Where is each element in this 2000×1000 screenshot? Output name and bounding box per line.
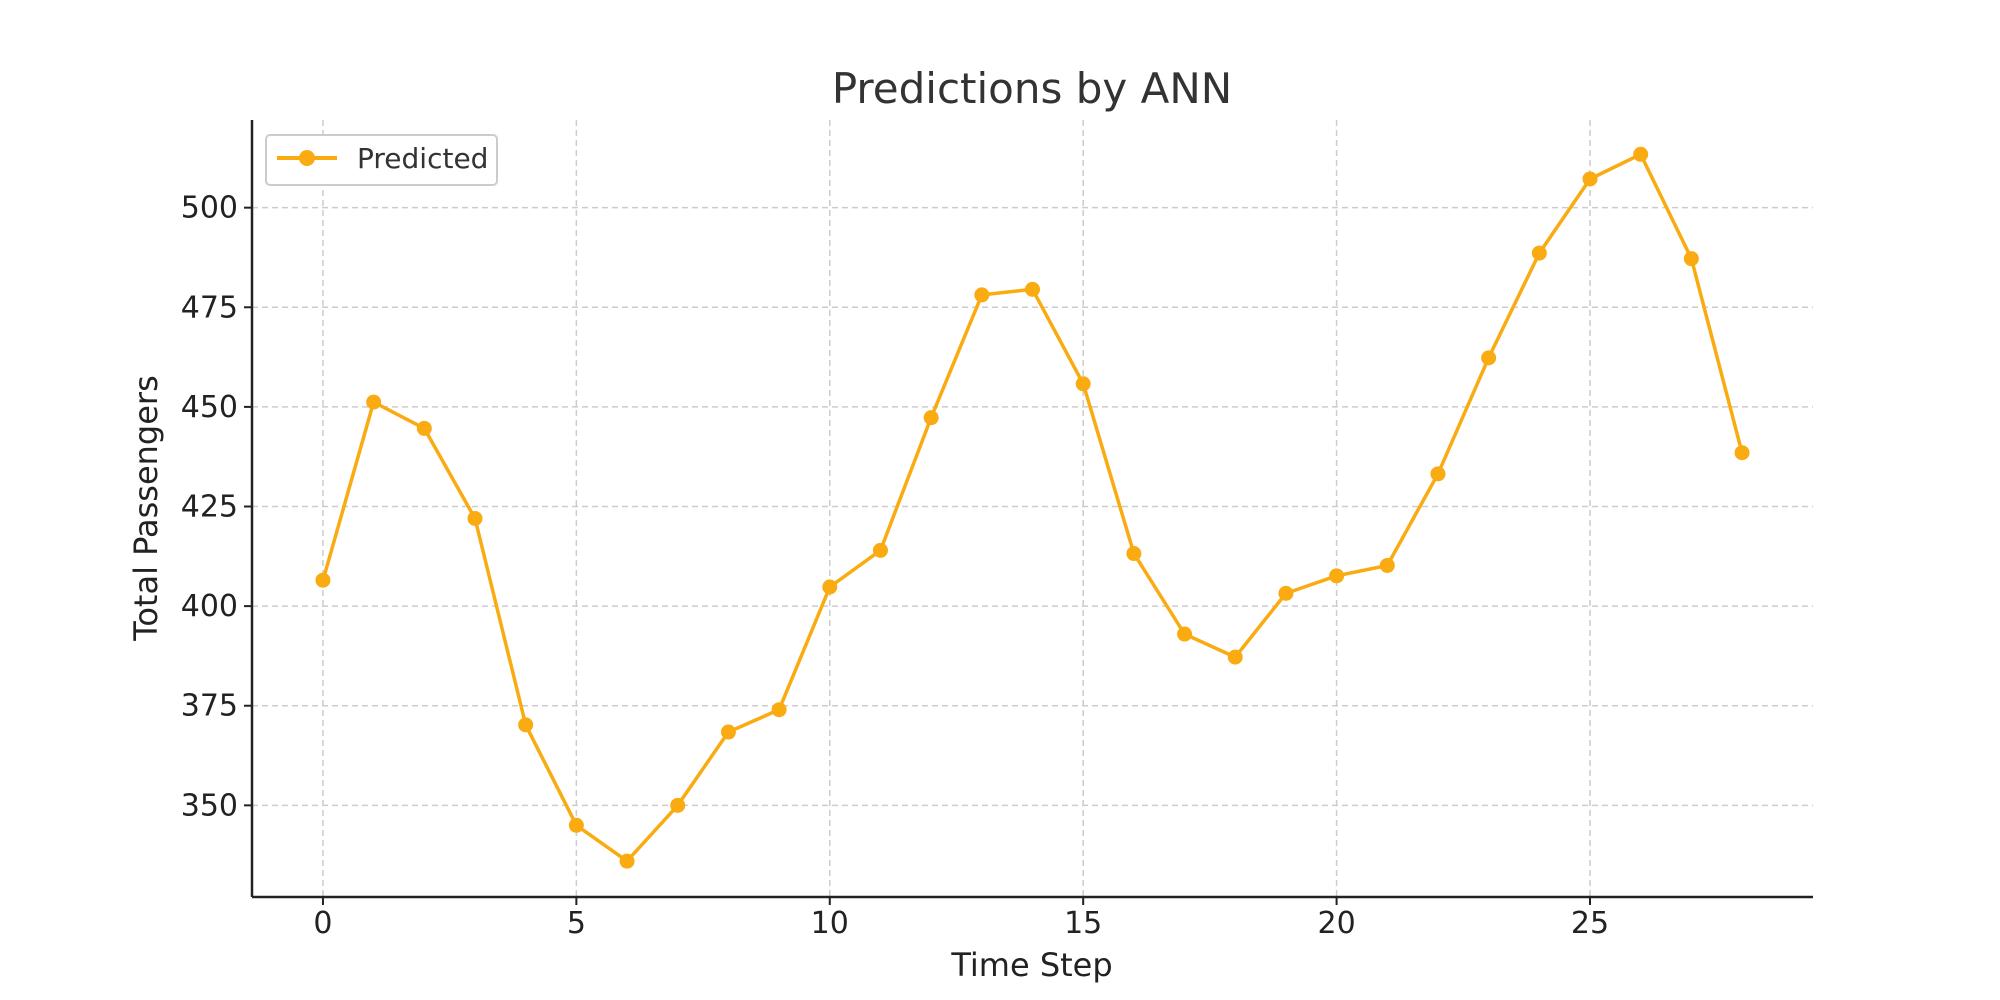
data-point — [366, 394, 382, 410]
ticks: 0 5 10 15 20 25 350 375 400 425 450 475 500 — [181, 191, 1609, 941]
data-point — [1025, 281, 1040, 297]
x-tick-label: 25 — [1571, 906, 1609, 941]
legend-marker-swatch — [299, 150, 315, 166]
legend-entry-label: Predicted — [357, 142, 488, 175]
x-axis-label: Time Step — [950, 946, 1112, 984]
data-point — [568, 817, 584, 833]
data-point — [1278, 585, 1294, 601]
data-point — [1227, 649, 1243, 665]
series-line-predicted — [321, 152, 1744, 863]
data-point — [1177, 626, 1193, 642]
x-tick-label: 5 — [567, 906, 586, 941]
grid — [252, 120, 1813, 897]
y-tick-label: 350 — [181, 788, 238, 823]
data-point — [1531, 245, 1547, 261]
chart-title: Predictions by ANN — [832, 64, 1232, 113]
x-tick-label: 20 — [1317, 906, 1355, 941]
data-point — [1430, 466, 1446, 482]
data-point — [1481, 350, 1497, 366]
y-tick-label: 425 — [181, 490, 238, 525]
data-point — [974, 287, 990, 303]
data-point — [1683, 251, 1699, 267]
data-point — [923, 410, 939, 426]
y-tick-label: 400 — [181, 589, 238, 624]
data-point — [822, 579, 838, 595]
legend: Predicted — [265, 134, 498, 186]
y-tick-label: 475 — [181, 290, 238, 325]
data-point — [1075, 376, 1091, 392]
y-tick-label: 375 — [181, 689, 238, 724]
data-point — [1734, 445, 1750, 461]
y-tick-label: 450 — [181, 390, 238, 425]
data-point — [1633, 146, 1649, 162]
data-point — [619, 853, 635, 869]
data-point — [1582, 171, 1598, 187]
data-point — [1379, 557, 1395, 573]
data-point — [518, 717, 534, 733]
data-point — [1329, 568, 1345, 584]
data-point — [467, 510, 483, 526]
data-point — [720, 724, 736, 740]
axes — [250, 120, 1813, 899]
y-tick-label: 500 — [181, 191, 238, 226]
x-tick-label: 10 — [811, 906, 849, 941]
x-tick-label: 15 — [1064, 906, 1102, 941]
legend-box — [265, 134, 498, 186]
data-point — [416, 420, 432, 436]
data-point — [771, 702, 787, 718]
x-tick-label: 0 — [313, 906, 332, 941]
data-point — [315, 572, 331, 588]
series — [315, 146, 1750, 869]
y-axis-label: Total Passengers — [127, 375, 165, 642]
data-point — [670, 797, 686, 813]
data-point — [872, 542, 888, 558]
data-point — [1126, 546, 1142, 562]
